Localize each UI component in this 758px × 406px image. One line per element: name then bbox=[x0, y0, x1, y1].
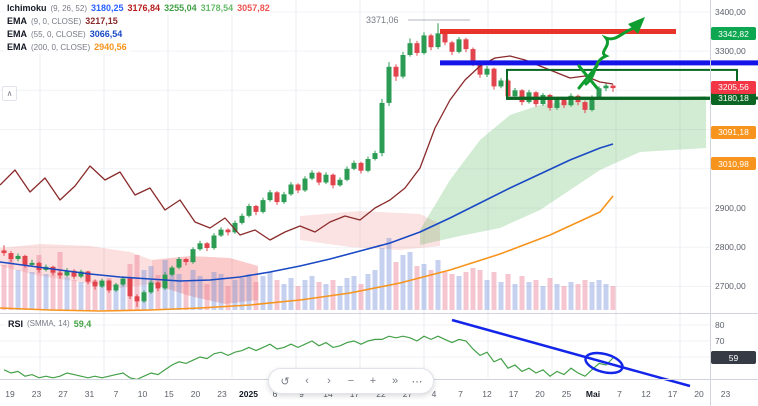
price-badge: 3205,56 bbox=[711, 80, 756, 94]
pan-right-button[interactable]: › bbox=[327, 375, 331, 387]
legend-ema55[interactable]: EMA (55, 0, CLOSE) 3066,54 bbox=[4, 28, 126, 41]
time-tick-label: 20 bbox=[535, 389, 545, 399]
user-drawings[interactable]: 3371,06 bbox=[366, 15, 758, 388]
indicator-legend: Ichimoku (9, 26, 52) 3180,25 3176,84 3255,… bbox=[4, 2, 273, 54]
time-tick-label: 17 bbox=[667, 389, 678, 399]
reset-chart-button[interactable]: ↺ bbox=[280, 375, 290, 388]
candles bbox=[1, 23, 616, 307]
time-tick-label: 23 bbox=[217, 389, 227, 399]
time-tick-label: 15 bbox=[164, 389, 174, 399]
zoom-out-button[interactable]: − bbox=[347, 375, 355, 387]
time-tick-label: 25 bbox=[561, 389, 572, 399]
time-tick-label: Mai bbox=[585, 389, 601, 399]
indicator-value: 3178,54 bbox=[200, 3, 234, 13]
price-badge: 3342,82 bbox=[711, 27, 756, 41]
time-tick-label: 7 bbox=[113, 389, 119, 399]
price-tick-label: 2900,00 bbox=[715, 202, 746, 213]
indicator-name: Ichimoku bbox=[7, 3, 47, 13]
time-tick-label: 27 bbox=[402, 389, 413, 399]
time-tick-label: 2025 bbox=[239, 389, 258, 399]
indicator-params: (55, 0, CLOSE) bbox=[31, 30, 86, 39]
time-tick-label: 23 bbox=[720, 389, 731, 399]
price-tick-label: 2700,00 bbox=[715, 281, 746, 292]
price-tick-label: 3300,00 bbox=[715, 46, 746, 57]
price-tick-label: 3400,00 bbox=[715, 6, 746, 17]
indicator-params: (SMMA, 14) bbox=[27, 319, 70, 328]
price-badge: 3010,98 bbox=[711, 157, 756, 171]
indicator-params: (9, 0, CLOSE) bbox=[31, 17, 82, 26]
legend-rsi[interactable]: RSI (SMMA, 14) 59,4 bbox=[5, 317, 95, 330]
time-tick-label: 7 bbox=[617, 389, 622, 399]
more-options-button[interactable]: ⋯ bbox=[411, 375, 423, 388]
time-tick-label: 23 bbox=[31, 389, 42, 399]
rsi-tick-label: 70 bbox=[715, 336, 725, 346]
rsi-tick-label: 80 bbox=[715, 320, 725, 330]
time-tick-label: 17 bbox=[349, 389, 360, 399]
legend-collapse-button[interactable]: ∧ bbox=[2, 86, 17, 101]
time-tick-label: 20 bbox=[694, 389, 704, 399]
indicator-name: EMA bbox=[7, 29, 27, 39]
indicator-value: 3057,82 bbox=[237, 3, 270, 13]
rsi-trendline bbox=[451, 318, 691, 388]
indicator-name: EMA bbox=[7, 16, 27, 26]
time-tick-label: 10 bbox=[137, 389, 148, 399]
price-axis[interactable]: 3400,003300,003200,002900,002800,002700,… bbox=[710, 0, 758, 406]
indicator-value: 2940,56 bbox=[94, 42, 127, 52]
indicator-value: 3217,15 bbox=[85, 16, 118, 26]
go-to-latest-button[interactable]: » bbox=[391, 375, 399, 387]
price-badge: 3180,18 bbox=[711, 91, 756, 105]
time-tick-label: 9 bbox=[299, 389, 304, 399]
time-tick-label: 22 bbox=[376, 389, 386, 399]
price-tick-label: 2800,00 bbox=[715, 242, 746, 253]
zoom-in-button[interactable]: + bbox=[369, 375, 377, 387]
indicator-params: (200, 0, CLOSE) bbox=[31, 43, 91, 52]
time-tick-label: 4 bbox=[431, 389, 437, 399]
rsi-value-badge: 59 bbox=[711, 351, 756, 365]
indicator-params: (9, 26, 52) bbox=[50, 4, 87, 13]
time-tick-label: 17 bbox=[508, 389, 519, 399]
green-range-box bbox=[506, 68, 738, 100]
legend-ema200[interactable]: EMA (200, 0, CLOSE) 2940,56 bbox=[4, 41, 130, 54]
time-tick-label: 19 bbox=[5, 389, 15, 399]
time-tick-label: 27 bbox=[58, 389, 68, 399]
indicator-value: 3066,54 bbox=[89, 29, 123, 39]
time-tick-label: 12 bbox=[641, 389, 651, 399]
indicator-value: 3255,04 bbox=[164, 3, 197, 13]
time-tick-label: 14 bbox=[323, 389, 333, 399]
time-tick-label: 31 bbox=[84, 389, 95, 399]
price-badge: 3091,18 bbox=[711, 125, 756, 139]
indicator-name: RSI bbox=[8, 318, 24, 329]
time-tick-label: 12 bbox=[482, 389, 492, 399]
indicator-value: 59,4 bbox=[73, 318, 92, 329]
legend-ema9[interactable]: EMA (9, 0, CLOSE) 3217,15 bbox=[4, 15, 121, 28]
legend-ichimoku[interactable]: Ichimoku (9, 26, 52) 3180,25 3176,84 3255,… bbox=[4, 2, 273, 15]
moving-average-lines bbox=[0, 55, 614, 312]
indicator-value: 3176,84 bbox=[127, 3, 161, 13]
ichimoku-clouds bbox=[0, 96, 706, 304]
time-axis[interactable]: 19 23 27 31 7 10 15 20 23 2025 6 9 14 17 22 27 4 7 12 17 20 2… bbox=[0, 380, 758, 406]
indicator-name: EMA bbox=[7, 42, 27, 52]
indicator-value: 3180,25 bbox=[90, 3, 124, 13]
pan-left-button[interactable]: ‹ bbox=[305, 375, 309, 387]
chart-navigation-toolbar: ↺ ‹ › − + » ⋯ bbox=[268, 368, 434, 394]
time-tick-label: 6 bbox=[272, 389, 278, 399]
ichimoku-values: 3180,25 3176,84 3255,04 3178,54 3057,82 bbox=[91, 2, 270, 15]
green-arrow-scribble bbox=[577, 17, 645, 90]
time-tick-label: 20 bbox=[190, 389, 201, 399]
time-tick-label: 7 bbox=[458, 389, 463, 399]
rsi-ellipse bbox=[584, 351, 624, 375]
rsi-line bbox=[3, 335, 614, 381]
rsi-legend: RSI (SMMA, 14) 59,4 bbox=[5, 317, 95, 330]
svg-text:3371,06: 3371,06 bbox=[366, 15, 399, 25]
